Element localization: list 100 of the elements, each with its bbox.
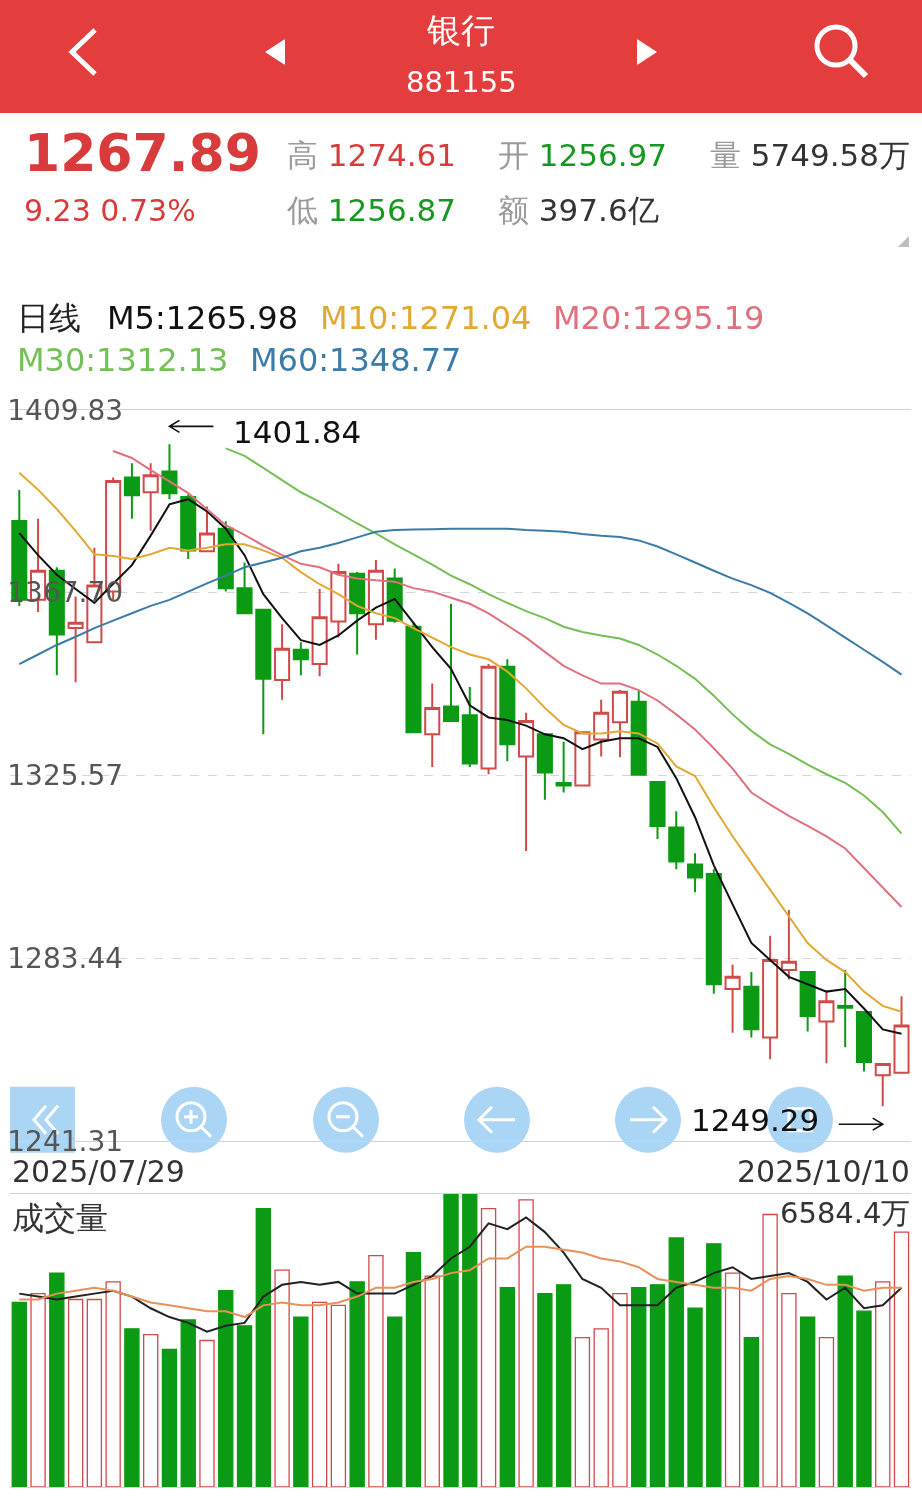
candlestick [743, 971, 760, 1039]
bar [30, 1292, 46, 1487]
candlestick [837, 968, 854, 1049]
candlestick [799, 971, 816, 1033]
annotation: 1249.29 [691, 1102, 820, 1138]
text: M30:1312.13 [17, 341, 229, 379]
bar [875, 1281, 891, 1487]
bar [368, 1254, 384, 1487]
candlestick [424, 682, 441, 768]
bar [631, 1287, 647, 1487]
bar [86, 1298, 103, 1487]
text: 2025/10/10 [737, 1154, 910, 1189]
bar [236, 1325, 253, 1487]
candlestick [630, 689, 647, 776]
candlestick [518, 711, 535, 853]
text: 9.23 0.73% [24, 193, 196, 228]
bar [255, 1208, 271, 1487]
chart-title: 成交量 [12, 1199, 108, 1237]
candlestick [780, 909, 797, 981]
y-tick-label: 1409.83 [7, 393, 124, 427]
candlestick [611, 689, 628, 759]
annotation: 1401.84 [233, 414, 362, 450]
bar [799, 1316, 816, 1487]
bar [837, 1275, 853, 1487]
candlestick [330, 562, 347, 639]
text: M10:1271.04 [320, 299, 532, 337]
bar [349, 1281, 365, 1487]
bar [462, 1194, 478, 1487]
candlestick [855, 1010, 873, 1073]
bar [724, 1272, 741, 1487]
candlestick [255, 608, 272, 736]
chart-title: 银行 [426, 9, 495, 50]
text: 高 1274.61 [287, 137, 457, 173]
text: 1267.89 [24, 123, 261, 183]
bar [499, 1287, 516, 1487]
candlestick [161, 443, 178, 501]
candlestick [818, 989, 835, 1065]
bar [649, 1284, 666, 1487]
candlestick [480, 663, 497, 776]
bar [218, 1290, 234, 1487]
bar [274, 1269, 290, 1487]
bar [199, 1339, 215, 1487]
bar [49, 1272, 65, 1487]
legend-title: 日线 [17, 299, 81, 337]
bar [537, 1292, 553, 1487]
bar [781, 1292, 797, 1487]
candlestick [180, 493, 197, 561]
candlestick [536, 733, 553, 801]
bar [180, 1319, 196, 1487]
bar [161, 1348, 178, 1487]
bar [668, 1237, 684, 1487]
y-tick-label: 1283.44 [7, 941, 124, 975]
bar [11, 1301, 27, 1487]
bar [574, 1336, 591, 1487]
candlestick [649, 781, 666, 840]
bar [593, 1328, 609, 1487]
chart-subtitle: 881155 [406, 65, 517, 99]
bar [687, 1307, 703, 1487]
bar [330, 1304, 347, 1487]
candlestick [499, 658, 516, 763]
candlestick [555, 740, 572, 794]
bar [762, 1213, 778, 1487]
candlestick [893, 995, 910, 1075]
candlestick [874, 1063, 891, 1108]
text: M20:1295.19 [553, 299, 765, 337]
bar [405, 1251, 422, 1487]
bar [743, 1336, 760, 1487]
bar [612, 1292, 628, 1487]
candlestick [668, 810, 685, 871]
bar [124, 1328, 140, 1487]
text: 低 1256.87 [287, 192, 457, 228]
candlestick [198, 505, 216, 553]
bar [387, 1316, 403, 1487]
text: M5:1265.98 [107, 299, 299, 337]
candlestick [593, 698, 610, 758]
bar [142, 1333, 159, 1487]
candlestick [705, 868, 722, 995]
candlestick [292, 641, 309, 677]
candlestick [574, 731, 591, 787]
bar [105, 1281, 121, 1487]
candlestick [762, 934, 779, 1061]
candlestick [311, 588, 328, 678]
bar [67, 1298, 84, 1487]
bar [518, 1199, 534, 1487]
candlestick [142, 462, 159, 532]
bar [443, 1194, 459, 1487]
candlestick [236, 561, 253, 615]
bar [424, 1275, 440, 1487]
bar [311, 1301, 328, 1487]
candlestick [687, 852, 704, 894]
bar [706, 1243, 722, 1487]
candlestick [274, 623, 291, 701]
bar [555, 1284, 572, 1487]
y-tick-label: 1325.57 [7, 759, 124, 793]
bar [818, 1336, 835, 1487]
text: 量 5749.58万 [710, 137, 911, 173]
candlestick [724, 963, 741, 1034]
annotation: 6584.4万 [780, 1196, 911, 1230]
bar [856, 1310, 872, 1487]
text: M60:1348.77 [250, 341, 462, 379]
